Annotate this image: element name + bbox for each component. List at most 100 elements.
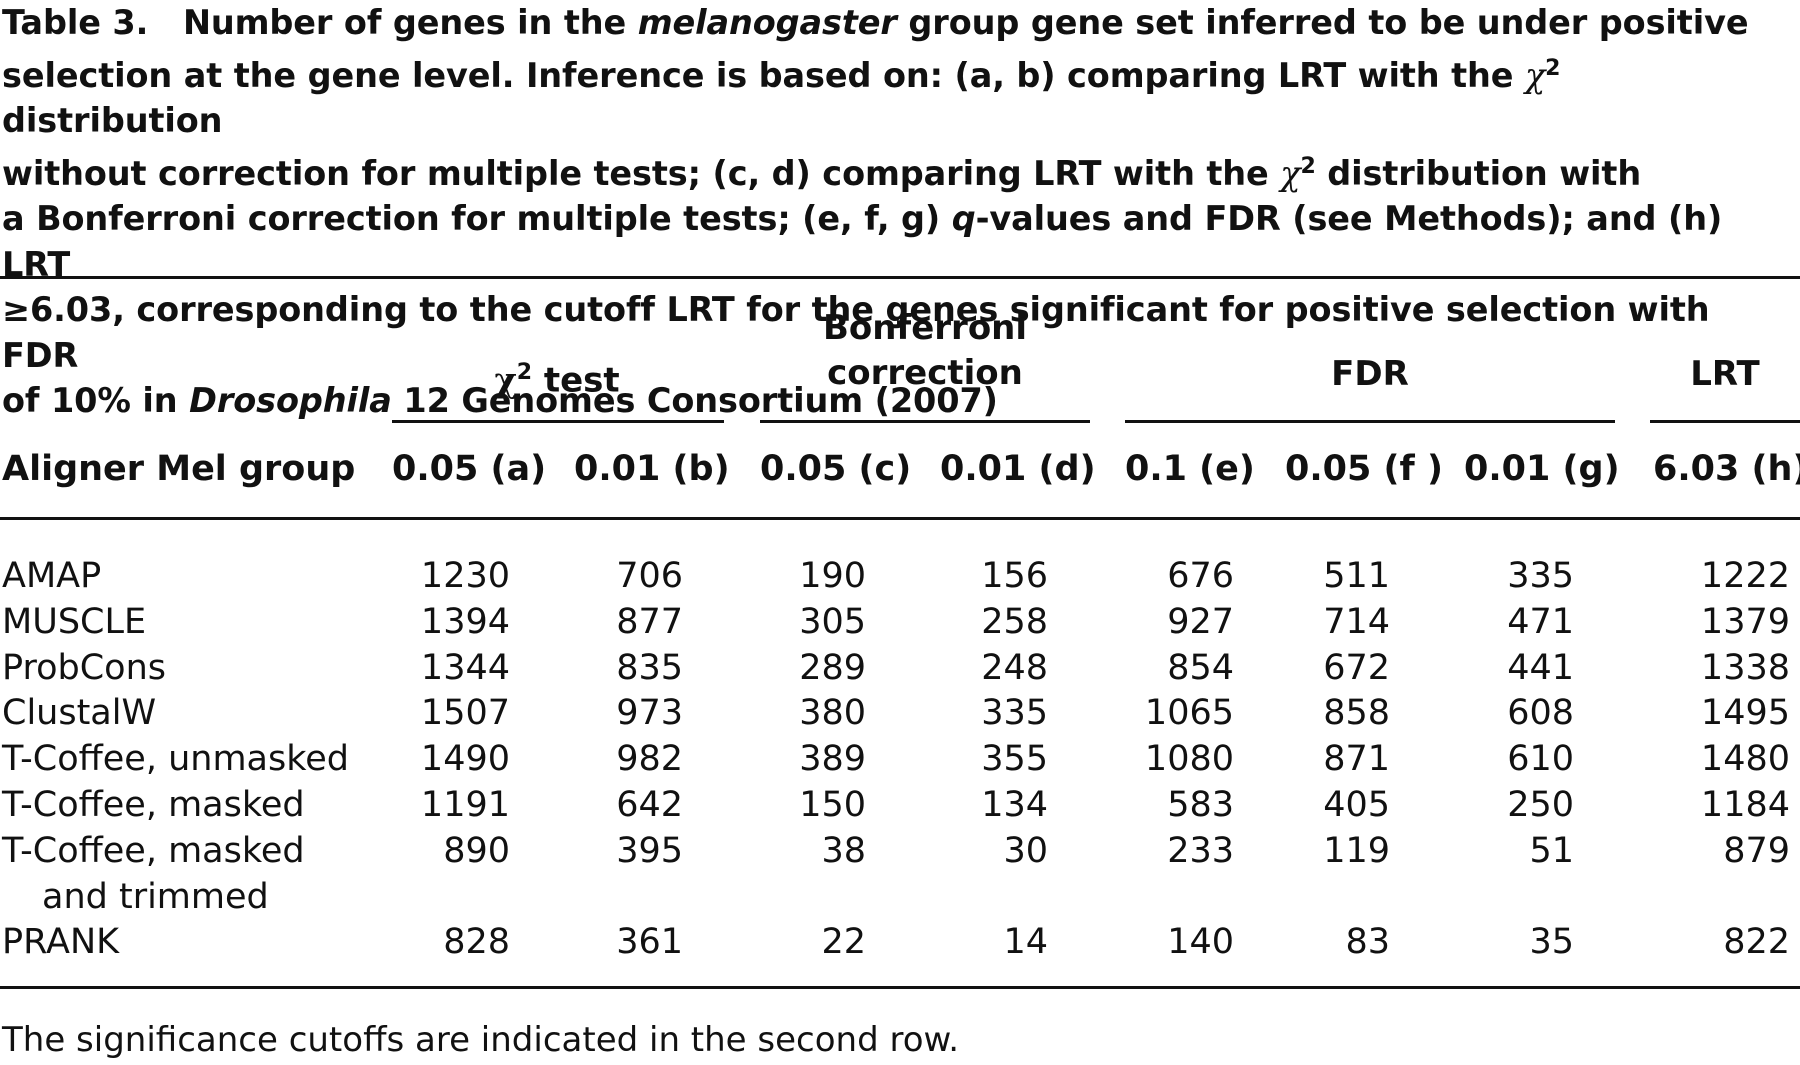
table-cell: 140 [1167,922,1234,962]
superscript: 2 [1300,153,1316,179]
column-header-d: 0.01 (d) [940,449,1096,489]
header-bottom-rule [0,517,1800,520]
table-cell: 22 [821,922,866,962]
caption-text: a Bonferroni correction for multiple tes… [2,199,952,239]
table-cell: 471 [1507,602,1574,642]
table-cell: 1480 [1700,739,1790,779]
table-bottom-rule [0,986,1800,989]
column-header-e: 0.1 (e) [1125,449,1255,489]
superscript: 2 [516,360,533,385]
column-header-g: 0.01 (g) [1464,449,1620,489]
table-cell: 83 [1345,922,1390,962]
column-header-f: 0.05 (f ) [1285,449,1443,489]
table-cell: 355 [981,739,1048,779]
table-cell: 877 [616,602,683,642]
table-cell: 676 [1167,556,1234,596]
table-cell: 289 [799,648,866,688]
caption-line-1: Table 3. Number of genes in the melanoga… [2,0,1792,46]
group-header-chi-square: χ2 test [392,350,722,403]
table-row: PRANK 828 361 22 14 140 83 35 822 [0,919,1800,965]
table-cell: 642 [616,785,683,825]
table-cell: 854 [1167,648,1234,688]
column-header-aligner: Aligner Mel group [2,449,356,489]
table-cell: 1338 [1700,648,1790,688]
chi-symbol: χ [1524,55,1546,95]
table-cell: 1507 [420,693,510,733]
table-cell: 35 [1529,922,1574,962]
table-row: AMAP 1230 706 190 156 676 511 335 1222 [0,553,1800,599]
table-cell: 305 [799,602,866,642]
group-rule-chi-square [392,420,724,423]
table-cell: 395 [616,831,683,871]
table-cell: 248 [981,648,1048,688]
row-label: PRANK [2,922,120,962]
caption-line-4: a Bonferroni correction for multiple tes… [2,196,1792,287]
table-cell: 583 [1167,785,1234,825]
table-cell: 1379 [1700,602,1790,642]
table-cell: 879 [1723,831,1790,871]
row-label: ClustalW [2,693,157,733]
column-header-c: 0.05 (c) [760,449,912,489]
table-cell: 610 [1507,739,1574,779]
group-rule-fdr [1125,420,1615,423]
table-cell: 890 [443,831,510,871]
table-cell: 1230 [420,556,510,596]
table-footnote: The significance cutoffs are indicated i… [2,1020,959,1060]
row-label: T-Coffee, masked [2,831,305,871]
table-cell: 134 [981,785,1048,825]
table-cell: 233 [1167,831,1234,871]
table-cell: 1344 [420,648,510,688]
table-cell: 858 [1323,693,1390,733]
caption-text: distribution [2,101,223,141]
table-cell: 361 [616,922,683,962]
caption-text: Number of genes in the [182,3,638,42]
row-label: T-Coffee, unmasked [2,739,349,779]
table-cell: 119 [1323,831,1390,871]
row-label: AMAP [2,556,102,596]
caption-line-3: without correction for multiple tests; (… [2,144,1792,197]
table-row: ClustalW 1507 973 380 335 1065 858 608 1495 [0,690,1800,736]
column-header-b: 0.01 (b) [574,449,730,489]
table-row: ProbCons 1344 835 289 248 854 672 441 1338 [0,645,1800,691]
group-header-lrt: LRT [1690,354,1760,394]
table-cell: 714 [1323,602,1390,642]
table-cell: 156 [981,556,1048,596]
table-cell: 706 [616,556,683,596]
table-cell: 1394 [420,602,510,642]
table-cell: 1065 [1144,693,1234,733]
table-cell: 1191 [420,785,510,825]
table-cell: 822 [1723,922,1790,962]
column-header-a: 0.05 (a) [392,449,547,489]
caption-italic: q [951,199,976,239]
table-cell: 982 [616,739,683,779]
table-cell: 380 [799,693,866,733]
caption-line-6: of 10% in Drosophila 12 Genomes Consorti… [2,378,1792,424]
table-cell: 1184 [1700,785,1790,825]
group-header-bonferroni: Bonferroni correction [760,306,1090,396]
group-header-fdr: FDR [1331,354,1409,394]
table-cell: 335 [1507,556,1574,596]
table-row: T-Coffee, masked and trimmed 890 395 38 30 233… [0,828,1800,917]
caption-text: distribution with [1315,153,1642,193]
table-cell: 389 [799,739,866,779]
table-cell: 190 [799,556,866,596]
table-cell: 608 [1507,693,1574,733]
table-cell: 30 [1003,831,1048,871]
caption-text: 12 Genomes Consortium (2007) [391,381,998,421]
table-cell: 14 [1003,922,1048,962]
table-cell: 1490 [420,739,510,779]
table-cell: 38 [821,831,866,871]
caption-text: without correction for multiple tests; (… [2,153,1281,193]
table-cell: 835 [616,648,683,688]
table-row: MUSCLE 1394 877 305 258 927 714 471 1379 [0,599,1800,645]
group-label: test [532,360,620,401]
table-cell: 672 [1323,648,1390,688]
chi-symbol: χ [1280,153,1301,193]
table-cell: 1495 [1700,693,1790,733]
caption-italic: melanogaster [637,3,897,42]
table-cell: 1222 [1700,556,1790,596]
group-label: Bonferroni [822,308,1028,348]
table-cell: 1080 [1144,739,1234,779]
table-row: T-Coffee, unmasked 1490 982 389 355 1080 871 61… [0,736,1800,782]
caption-line-5: ≥6.03, corresponding to the cutoff LRT f… [2,290,1710,375]
